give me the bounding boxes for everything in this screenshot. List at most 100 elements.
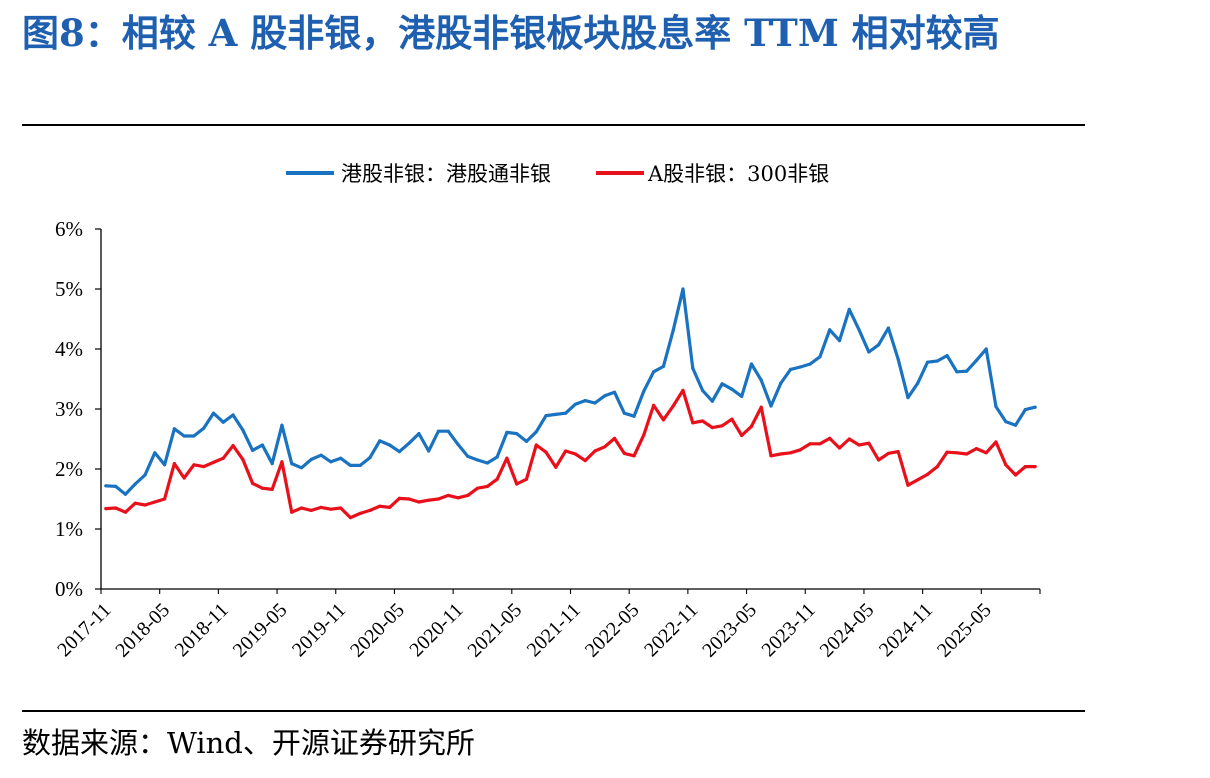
series-a-nonbank-point: [153, 500, 157, 504]
series-hk-nonbank-point: [1004, 420, 1008, 424]
series-a-nonbank-point: [612, 436, 617, 440]
series-a-nonbank-point: [974, 447, 979, 451]
series-a-nonbank-point: [671, 404, 675, 408]
series-a-nonbank-point: [622, 451, 626, 455]
x-tick-label: 2019-05: [229, 599, 292, 662]
x-tick-label: 2025-05: [933, 599, 996, 662]
series-hk-nonbank-point: [1013, 423, 1018, 427]
series-hk-nonbank-point: [847, 307, 851, 311]
series-a-nonbank-point: [524, 477, 529, 481]
series-hk-nonbank-point: [358, 463, 362, 467]
series-hk-nonbank-point: [270, 462, 274, 466]
series-hk-nonbank: [104, 287, 1037, 496]
series-hk-nonbank-point: [769, 404, 773, 408]
series-hk-nonbank-point: [524, 439, 529, 443]
series-a-nonbank-point: [162, 497, 167, 501]
series-a-nonbank-point: [172, 462, 176, 466]
series-hk-nonbank-point: [485, 461, 489, 465]
series-a-nonbank-point: [133, 501, 137, 505]
series-a-nonbank-point: [945, 450, 949, 454]
series-hk-nonbank-point: [280, 423, 284, 427]
series-a-nonbank-point: [603, 445, 607, 449]
series-a-nonbank-point: [348, 516, 353, 520]
series-a-nonbank-point: [837, 446, 842, 450]
series-hk-nonbank-point: [573, 402, 577, 406]
y-tick-label: 2%: [55, 457, 83, 481]
series-a-nonbank-point: [114, 506, 118, 510]
series-a-nonbank-point: [710, 426, 714, 430]
series-a-nonbank-point: [1023, 465, 1027, 469]
series-hk-nonbank-point: [339, 456, 343, 460]
series-hk-nonbank-point: [749, 362, 754, 366]
series-a-nonbank-point: [241, 457, 245, 461]
series-a-nonbank-point: [700, 419, 705, 423]
y-tick-label: 1%: [55, 517, 83, 541]
series-a-nonbank-point: [583, 459, 587, 463]
series-a-nonbank-point: [475, 486, 480, 490]
series-hk-nonbank-point: [299, 466, 304, 470]
series-hk-nonbank-point: [1023, 408, 1027, 412]
source-rule: [22, 710, 1085, 712]
series-hk-nonbank-point: [681, 287, 685, 291]
series-a-nonbank-point: [446, 493, 450, 497]
series-hk-nonbank-point: [710, 399, 714, 403]
series-hk-nonbank-point: [329, 460, 333, 464]
series-hk-nonbank-point: [945, 354, 949, 358]
x-tick-label: 2018-11: [171, 599, 233, 661]
series-a-nonbank: [104, 388, 1037, 520]
series-a-nonbank-point: [123, 510, 128, 514]
series-hk-nonbank-point: [730, 387, 734, 391]
series-hk-nonbank-point: [671, 328, 675, 332]
series-hk-nonbank-point: [720, 382, 724, 386]
series-hk-nonbank-point: [446, 429, 450, 433]
x-tick-label: 2020-11: [405, 599, 467, 661]
series-hk-nonbank-point: [505, 430, 509, 434]
series-a-nonbank-point: [857, 443, 861, 447]
series-hk-nonbank-point: [818, 355, 822, 359]
series-hk-nonbank-point: [221, 420, 225, 424]
series-hk-nonbank-point: [583, 399, 587, 403]
series-a-nonbank-point: [877, 458, 881, 462]
series-hk-nonbank-point: [642, 389, 646, 393]
series-hk-nonbank-point: [661, 364, 666, 368]
series-a-nonbank-point: [221, 456, 225, 460]
series-hk-nonbank-point: [104, 484, 108, 488]
series-hk-nonbank-point: [857, 328, 861, 332]
series-hk-nonbank-point: [348, 463, 353, 467]
x-tick-label: 2017-11: [53, 599, 115, 661]
series-hk-nonbank-point: [475, 458, 480, 462]
series-a-nonbank-point: [417, 500, 421, 504]
title-rule: [22, 124, 1085, 126]
series-hk-nonbank-point: [916, 381, 920, 385]
series-hk-nonbank-point: [260, 443, 264, 447]
series-a-nonbank-point: [740, 433, 744, 437]
series-hk-nonbank-point: [837, 339, 842, 343]
series-a-nonbank-point: [808, 442, 812, 446]
source-note: 数据来源：Wind、开源证券研究所: [22, 726, 475, 760]
series-hk-nonbank-point: [1033, 405, 1037, 409]
y-tick-label: 0%: [55, 577, 83, 601]
series-a-nonbank-point: [798, 448, 802, 452]
series-hk-nonbank-point: [877, 343, 881, 347]
series-a-nonbank-point: [505, 456, 509, 460]
series-hk-nonbank-point: [935, 359, 939, 363]
series-hk-nonbank-point: [153, 451, 157, 455]
series-hk-nonbank-point: [828, 328, 832, 332]
series-hk-nonbank-point: [368, 456, 372, 460]
series-a-nonbank-point: [378, 504, 382, 508]
series-hk-nonbank-point: [114, 484, 118, 488]
series-hk-nonbank-point: [779, 381, 783, 385]
x-tick-label: 2020-05: [346, 599, 409, 662]
series-hk-nonbank-point: [143, 473, 147, 477]
series-a-nonbank-point: [681, 388, 685, 392]
x-tick-label: 2024-05: [816, 599, 879, 662]
series-a-nonbank-point: [143, 503, 147, 507]
x-tick-label: 2019-11: [288, 599, 350, 661]
series-a-nonbank-point: [730, 417, 734, 421]
x-axis-ticks: 2017-112018-052018-112019-052019-112020-…: [53, 589, 1041, 662]
series-a-nonbank-point: [182, 476, 186, 480]
series-hk-nonbank-point: [456, 442, 460, 446]
y-tick-label: 3%: [55, 397, 83, 421]
series-hk-nonbank-point: [172, 427, 176, 431]
